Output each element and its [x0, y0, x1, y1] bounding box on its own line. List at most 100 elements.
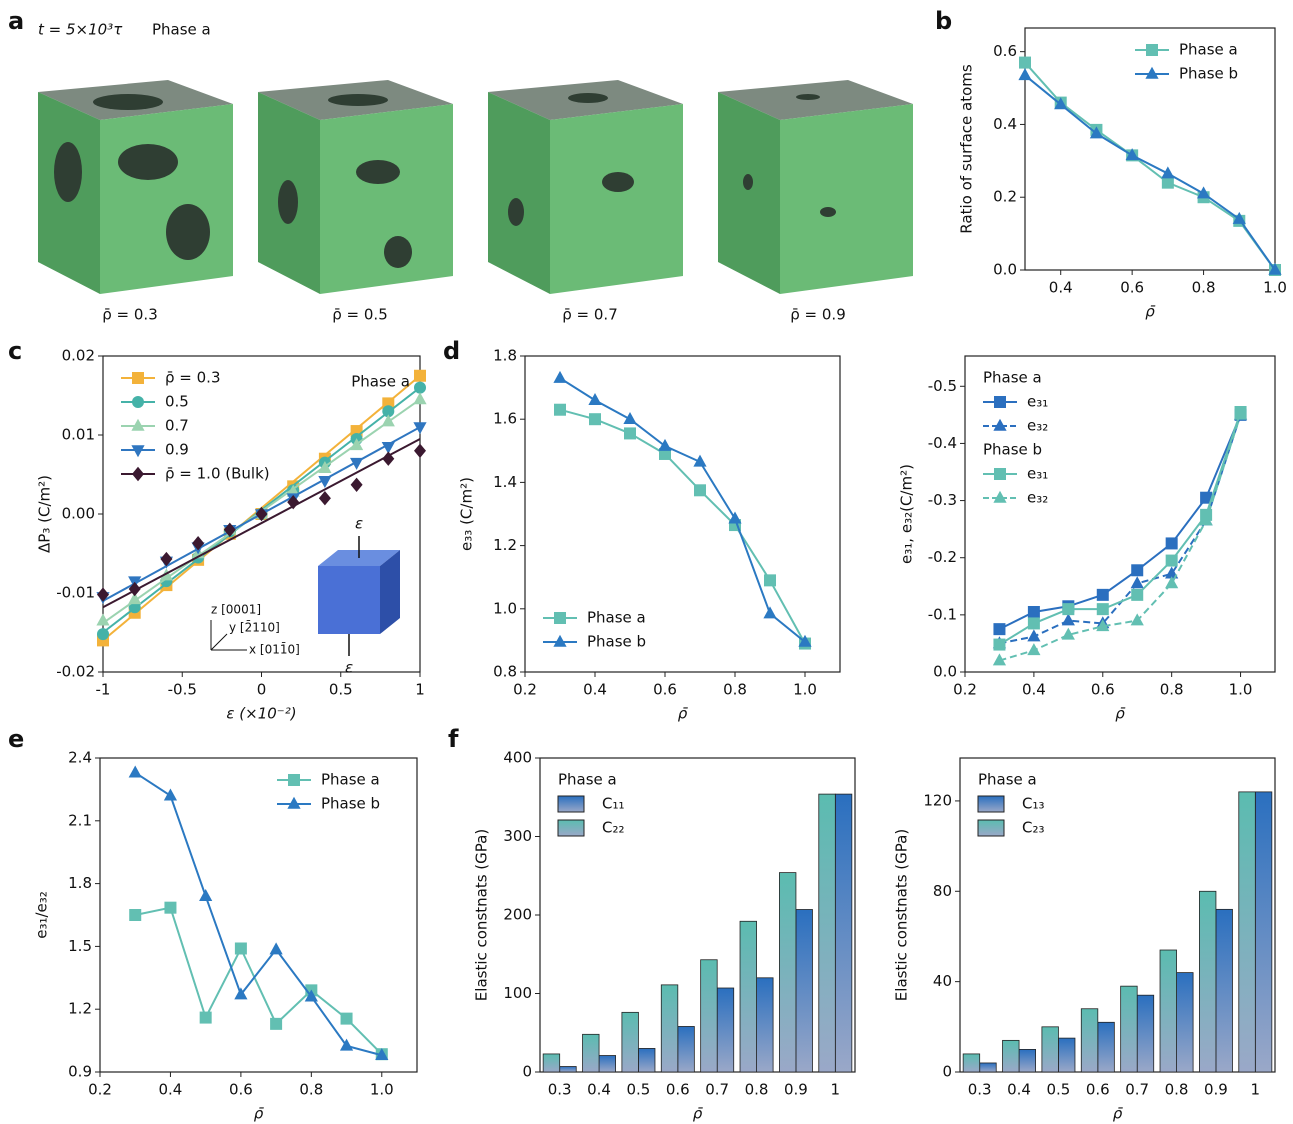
marker [382, 405, 395, 418]
bar [756, 977, 774, 1073]
marker [255, 506, 268, 522]
x-tick-label: 0.4 [159, 1081, 183, 1099]
legend-label: Phase a [587, 609, 646, 627]
x-tick-label: 1.0 [793, 681, 817, 699]
y-tick-label: -0.1 [928, 605, 957, 623]
legend-label: C₂₂ [602, 819, 625, 837]
legend-label: ρ̄ = 0.3 [165, 369, 220, 387]
bar [834, 793, 853, 1073]
bar [1254, 791, 1273, 1073]
marker [1027, 606, 1040, 618]
x-tick-label: 0.5 [329, 681, 353, 699]
legend-label: 0.5 [165, 393, 189, 411]
marker [1061, 627, 1075, 640]
marker [994, 396, 1006, 408]
density-label: ρ̄ = 0.3 [102, 306, 157, 324]
marker [1268, 262, 1282, 275]
legend-title: Phase a [978, 771, 1037, 789]
marker [1131, 588, 1144, 601]
legend-label: e₃₁ [1027, 465, 1048, 483]
panel-label: e [8, 725, 24, 753]
marker [763, 606, 777, 619]
marker [1146, 44, 1158, 56]
y-axis-label: e₃₃ (C/m²) [458, 477, 476, 551]
bar [818, 793, 836, 1073]
marker [128, 765, 142, 778]
x-tick-label: 1 [1251, 1081, 1261, 1099]
marker [1161, 166, 1175, 179]
cube-image [258, 80, 453, 294]
marker [97, 628, 109, 641]
y-axis-label: e₃₁, e₃₂(C/m²) [898, 464, 916, 564]
marker [553, 370, 567, 383]
y-tick-label: 0.0 [993, 261, 1017, 279]
marker [993, 623, 1006, 636]
marker [381, 414, 395, 427]
time-label: t = 5×10³τ [38, 21, 123, 39]
bar [1136, 994, 1155, 1073]
marker [414, 381, 426, 394]
legend-label: e₃₂ [1027, 489, 1048, 507]
marker [128, 581, 141, 597]
y-tick-label: -0.01 [56, 584, 95, 602]
marker [128, 601, 141, 614]
y-axis-label: Elastic constnats (GPa) [473, 829, 491, 1001]
marker [234, 987, 248, 1000]
inset-cube [318, 566, 380, 634]
marker [199, 888, 213, 901]
x-tick-label: 0.7 [705, 1081, 729, 1099]
marker [1089, 126, 1104, 139]
marker [1161, 176, 1174, 189]
marker [131, 418, 145, 431]
axis-name: x [011̄0] [249, 642, 300, 656]
y-tick-label: 1.4 [493, 473, 517, 491]
x-tick-label: 1.0 [1263, 279, 1287, 297]
marker [1062, 603, 1075, 616]
marker [1096, 588, 1109, 601]
x-tick-label: 0.4 [1049, 279, 1073, 297]
marker [1165, 576, 1179, 589]
marker [1027, 629, 1041, 642]
plot-frame [524, 355, 841, 673]
series-line [135, 906, 383, 1055]
x-tick-label: 0.4 [1022, 681, 1046, 699]
legend-label: Phase b [321, 795, 380, 813]
marker [1054, 97, 1068, 110]
marker [413, 392, 427, 405]
x-axis-label: ρ̄ [254, 1105, 265, 1123]
bar [542, 1053, 561, 1073]
marker [798, 634, 812, 647]
x-tick-label: 0.6 [666, 1081, 690, 1099]
x-tick-label: 0.2 [953, 681, 977, 699]
marker [554, 403, 566, 416]
strain-label: ε [345, 659, 353, 677]
panel-label: d [443, 337, 460, 365]
y-axis-label: Elastic constnats (GPa) [893, 829, 911, 1001]
legend-label: e₃₂ [1027, 417, 1048, 435]
marker [132, 396, 144, 408]
legend-title: Phase a [983, 369, 1042, 387]
marker [1199, 513, 1213, 526]
marker [1130, 613, 1144, 626]
legend-swatch [977, 819, 1005, 837]
marker [1096, 603, 1109, 616]
legend-label: C₁₁ [602, 795, 625, 813]
density-label: ρ̄ = 0.5 [332, 306, 387, 324]
marker [318, 476, 332, 489]
marker [1200, 491, 1213, 504]
marker [1125, 148, 1139, 161]
x-tick-label: 0.8 [1192, 279, 1216, 297]
bar [1215, 908, 1233, 1073]
marker [128, 592, 142, 605]
x-axis-label: ρ̄ [1115, 705, 1126, 723]
marker [413, 422, 427, 435]
marker [1027, 643, 1041, 656]
y-tick-label: 0.2 [993, 188, 1017, 206]
marker [164, 901, 177, 914]
axis-name: y [2̄110] [229, 620, 280, 634]
y-tick-label: -0.3 [928, 491, 957, 509]
x-tick-label: 0.6 [653, 681, 677, 699]
y-tick-label: 120 [923, 791, 952, 809]
x-tick-label: 0.4 [587, 1081, 611, 1099]
marker [97, 587, 109, 602]
